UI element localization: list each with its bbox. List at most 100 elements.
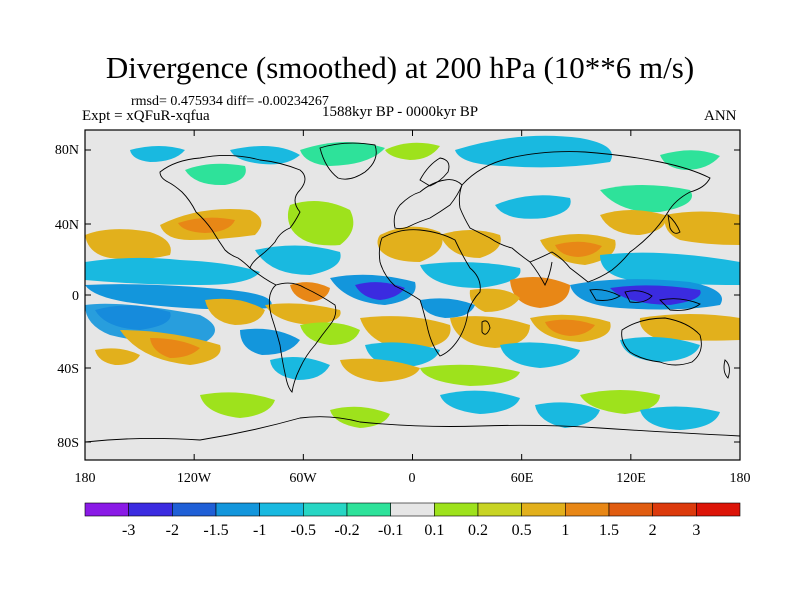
lon-label-0: 0 [409, 471, 416, 486]
coastline-indonesia [589, 289, 701, 311]
field-patch [664, 211, 740, 245]
colorbar-swatch [172, 502, 217, 517]
field-patch [85, 257, 260, 285]
field-patch [240, 328, 300, 355]
field-patch [340, 358, 420, 382]
colorbar-label: 2 [649, 522, 657, 539]
coastline-australia [621, 317, 702, 366]
field-patch [185, 163, 246, 186]
lon-label-120w: 120W [177, 471, 212, 486]
field-patch [330, 406, 390, 428]
field-patch [600, 210, 666, 235]
field-patch [300, 322, 360, 345]
colorbar-label: -0.1 [378, 522, 403, 539]
coastline-asia [458, 151, 711, 283]
field-patch [450, 316, 530, 348]
colorbar-label: -0.5 [291, 522, 316, 539]
colorbar-label: 3 [692, 522, 700, 539]
colorbar-label: 0.2 [468, 522, 488, 539]
colorbar-swatch [390, 502, 435, 517]
colorbar-swatch [477, 502, 522, 517]
field-patch [205, 298, 265, 325]
field-patch [600, 252, 740, 285]
lat-label-0: 0 [72, 289, 79, 304]
colorbar-swatch [215, 502, 260, 517]
field-patch [377, 226, 443, 262]
field-patch [265, 303, 341, 325]
colorbar-label: 0.1 [424, 522, 444, 539]
colorbar-swatch [565, 502, 610, 517]
colorbar-label: -0.2 [334, 522, 359, 539]
field-patch [420, 262, 521, 288]
season-label: ANN [704, 108, 737, 124]
field-patch [85, 303, 215, 345]
lat-label-40n: 40N [55, 218, 79, 233]
rmsd-diff-stats: rmsd= 0.475934 diff= -0.00234267 [131, 94, 329, 109]
field-patch [200, 392, 275, 418]
field-patch [255, 245, 341, 275]
lat-label-80s: 80S [57, 436, 79, 451]
experiment-label: Expt = xQFuR-xqfua [82, 108, 210, 124]
coastline-north-america [159, 155, 306, 269]
lon-label-120e: 120E [616, 471, 646, 486]
coastline-scandinavia [419, 157, 450, 187]
field-patch [420, 364, 520, 386]
lon-label-180e: 180 [730, 471, 751, 486]
colorbar-swatch [696, 502, 741, 517]
field-patch [150, 338, 200, 358]
coastline-greenland [319, 142, 377, 180]
field-patch [640, 406, 720, 430]
colorbar-label: 1.5 [599, 522, 619, 539]
lat-label-80n: 80N [55, 143, 79, 158]
coastline-new-zealand [723, 359, 730, 379]
lon-label-60e: 60E [511, 471, 534, 486]
field-patch [130, 146, 185, 162]
colorbar-label: -2 [166, 522, 179, 539]
colorbar-swatch [521, 502, 566, 517]
field-patch [85, 229, 171, 260]
colorbar-label: -1.5 [203, 522, 228, 539]
field-patch [290, 282, 330, 302]
field-patch [639, 314, 740, 341]
coastline-antarctica [85, 416, 740, 443]
lon-label-60w: 60W [289, 471, 317, 486]
field-patch [455, 135, 612, 168]
colorbar-label: 1 [561, 522, 569, 539]
coastline-south-america [268, 282, 337, 393]
lat-label-40s: 40S [57, 362, 79, 377]
field-patch [287, 201, 354, 246]
colorbar-swatch [346, 502, 391, 517]
coastline-madagascar [481, 320, 491, 335]
field-patch [95, 348, 140, 365]
field-patch [385, 142, 440, 160]
coastline-japan [667, 213, 681, 234]
field-patch [545, 319, 595, 336]
field-patch [440, 230, 501, 258]
coastline-central-america [249, 267, 277, 286]
axis-ticks [84, 130, 741, 460]
field-patch [500, 342, 580, 368]
colorbar-label: -1 [253, 522, 266, 539]
field-patch [440, 390, 520, 414]
field-patch [230, 146, 300, 165]
colorbar-label: 0.5 [512, 522, 532, 539]
colorbar-label: -3 [122, 522, 135, 539]
field-patch [600, 185, 692, 213]
field-patch [535, 402, 600, 428]
field-patch [420, 298, 475, 318]
field-patch [360, 316, 451, 350]
colorbar-swatch [608, 502, 653, 517]
colorbar-swatch [84, 502, 129, 517]
map-title: Divergence (smoothed) at 200 hPa (10**6 … [105, 50, 695, 85]
coastline-africa [378, 229, 481, 357]
colorbar-swatch [303, 502, 348, 517]
field-patch [495, 195, 571, 219]
colorbar-swatch [434, 502, 479, 517]
period-label: 1588kyr BP - 0000kyr BP [322, 104, 479, 120]
colorbar-swatch [128, 502, 173, 517]
field-patch [620, 336, 700, 362]
field-patch [469, 288, 520, 312]
colorbar-swatch [259, 502, 304, 517]
coastlines [85, 142, 740, 443]
